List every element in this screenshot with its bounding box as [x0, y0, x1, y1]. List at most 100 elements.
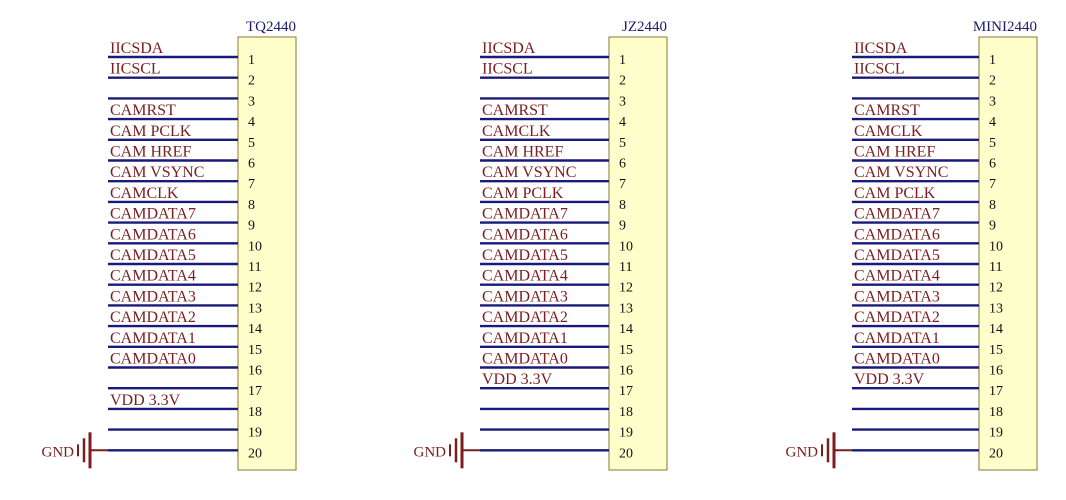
net-label: CAMCLK	[482, 123, 551, 140]
pin-number: 17	[248, 384, 262, 399]
pin-number: 7	[248, 177, 255, 192]
net-label: CAM HREF	[110, 144, 191, 161]
pin-number: 5	[248, 136, 255, 151]
pin-number: 11	[248, 260, 261, 275]
pin-number: 18	[248, 405, 262, 420]
net-label: CAMDATA7	[482, 206, 568, 223]
pin-number: 12	[619, 281, 633, 296]
pin-number: 19	[619, 426, 633, 441]
net-label: CAMDATA4	[482, 268, 568, 285]
pin-number: 12	[989, 281, 1003, 296]
net-label: IICSCL	[854, 61, 905, 78]
pin-number: 11	[989, 260, 1002, 275]
net-label: CAM VSYNC	[110, 164, 204, 181]
pin-number: 17	[989, 384, 1003, 399]
net-label: CAMDATA2	[110, 309, 196, 326]
net-label: CAMDATA2	[482, 309, 568, 326]
pin-number: 8	[619, 198, 626, 213]
net-label: CAMDATA5	[854, 247, 940, 264]
net-label: CAMRST	[110, 102, 176, 119]
pin-number: 18	[989, 405, 1003, 420]
connector-body	[978, 36, 1038, 471]
net-label: CAMDATA3	[482, 288, 568, 305]
pin-number: 4	[989, 115, 996, 130]
pin-number: 20	[248, 446, 262, 461]
pin-number: 9	[989, 219, 996, 234]
gnd-label: GND	[414, 444, 447, 460]
pin-number: 18	[619, 405, 633, 420]
pin-number: 6	[989, 157, 996, 172]
pin-number: 10	[619, 239, 633, 254]
net-label: CAMDATA3	[110, 288, 196, 305]
connector-title: JZ2440	[622, 19, 667, 35]
net-label: VDD 3.3V	[110, 392, 181, 409]
net-label: IICSDA	[482, 40, 536, 57]
pin-number: 7	[989, 177, 996, 192]
pin-number: 6	[619, 157, 626, 172]
net-label: CAMDATA4	[854, 268, 940, 285]
pin-number: 10	[989, 239, 1003, 254]
pin-number: 1	[989, 53, 996, 68]
net-label: CAMDATA3	[854, 288, 940, 305]
gnd-label: GND	[786, 444, 819, 460]
pin-number: 4	[619, 115, 626, 130]
net-label: CAMDATA7	[854, 206, 940, 223]
net-label: CAM VSYNC	[854, 164, 948, 181]
net-label: VDD 3.3V	[854, 371, 925, 388]
connector-title: TQ2440	[246, 19, 296, 35]
net-label: CAMRST	[854, 102, 920, 119]
pin-number: 20	[989, 446, 1003, 461]
connector-title: MINI2440	[973, 19, 1037, 35]
net-label: CAMDATA1	[482, 330, 568, 347]
pin-number: 3	[248, 94, 255, 109]
gnd-label: GND	[42, 444, 75, 460]
net-label: CAMDATA0	[854, 351, 940, 368]
pin-number: 13	[248, 301, 262, 316]
pin-number: 15	[989, 343, 1003, 358]
pin-number: 16	[989, 364, 1003, 379]
pin-number: 20	[619, 446, 633, 461]
pin-number: 8	[989, 198, 996, 213]
pin-number: 16	[619, 364, 633, 379]
net-label: IICSCL	[482, 61, 533, 78]
pin-number: 3	[619, 94, 626, 109]
pin-number: 15	[248, 343, 262, 358]
pin-number: 1	[248, 53, 255, 68]
pin-number: 7	[619, 177, 626, 192]
pin-number: 14	[248, 322, 262, 337]
pin-number: 12	[248, 281, 262, 296]
net-label: CAMDATA7	[110, 206, 196, 223]
net-label: CAMDATA6	[482, 226, 568, 243]
net-label: CAMCLK	[110, 185, 179, 202]
pin-number: 13	[619, 301, 633, 316]
pin-number: 6	[248, 157, 255, 172]
pin-number: 11	[619, 260, 632, 275]
net-label: CAMDATA6	[854, 226, 940, 243]
pin-number: 9	[619, 219, 626, 234]
pin-number: 10	[248, 239, 262, 254]
pin-number: 2	[989, 74, 996, 89]
net-label: CAMDATA6	[110, 226, 196, 243]
net-label: CAMDATA1	[854, 330, 940, 347]
pin-number: 15	[619, 343, 633, 358]
pin-number: 5	[619, 136, 626, 151]
pin-number: 8	[248, 198, 255, 213]
net-label: CAMRST	[482, 102, 548, 119]
connector-body	[608, 36, 668, 471]
net-label: CAM HREF	[854, 144, 935, 161]
net-label: IICSCL	[110, 61, 161, 78]
pin-number: 3	[989, 94, 996, 109]
net-label: CAM HREF	[482, 144, 563, 161]
pin-number: 13	[989, 301, 1003, 316]
pin-number: 14	[619, 322, 633, 337]
connector-body	[237, 36, 297, 471]
net-label: CAM PCLK	[110, 123, 192, 140]
net-label: CAMDATA0	[482, 351, 568, 368]
net-label: CAMDATA0	[110, 351, 196, 368]
net-label: IICSDA	[110, 40, 164, 57]
pin-number: 9	[248, 219, 255, 234]
pin-number: 19	[989, 426, 1003, 441]
net-label: CAMDATA4	[110, 268, 196, 285]
pin-number: 5	[989, 136, 996, 151]
pin-number: 1	[619, 53, 626, 68]
